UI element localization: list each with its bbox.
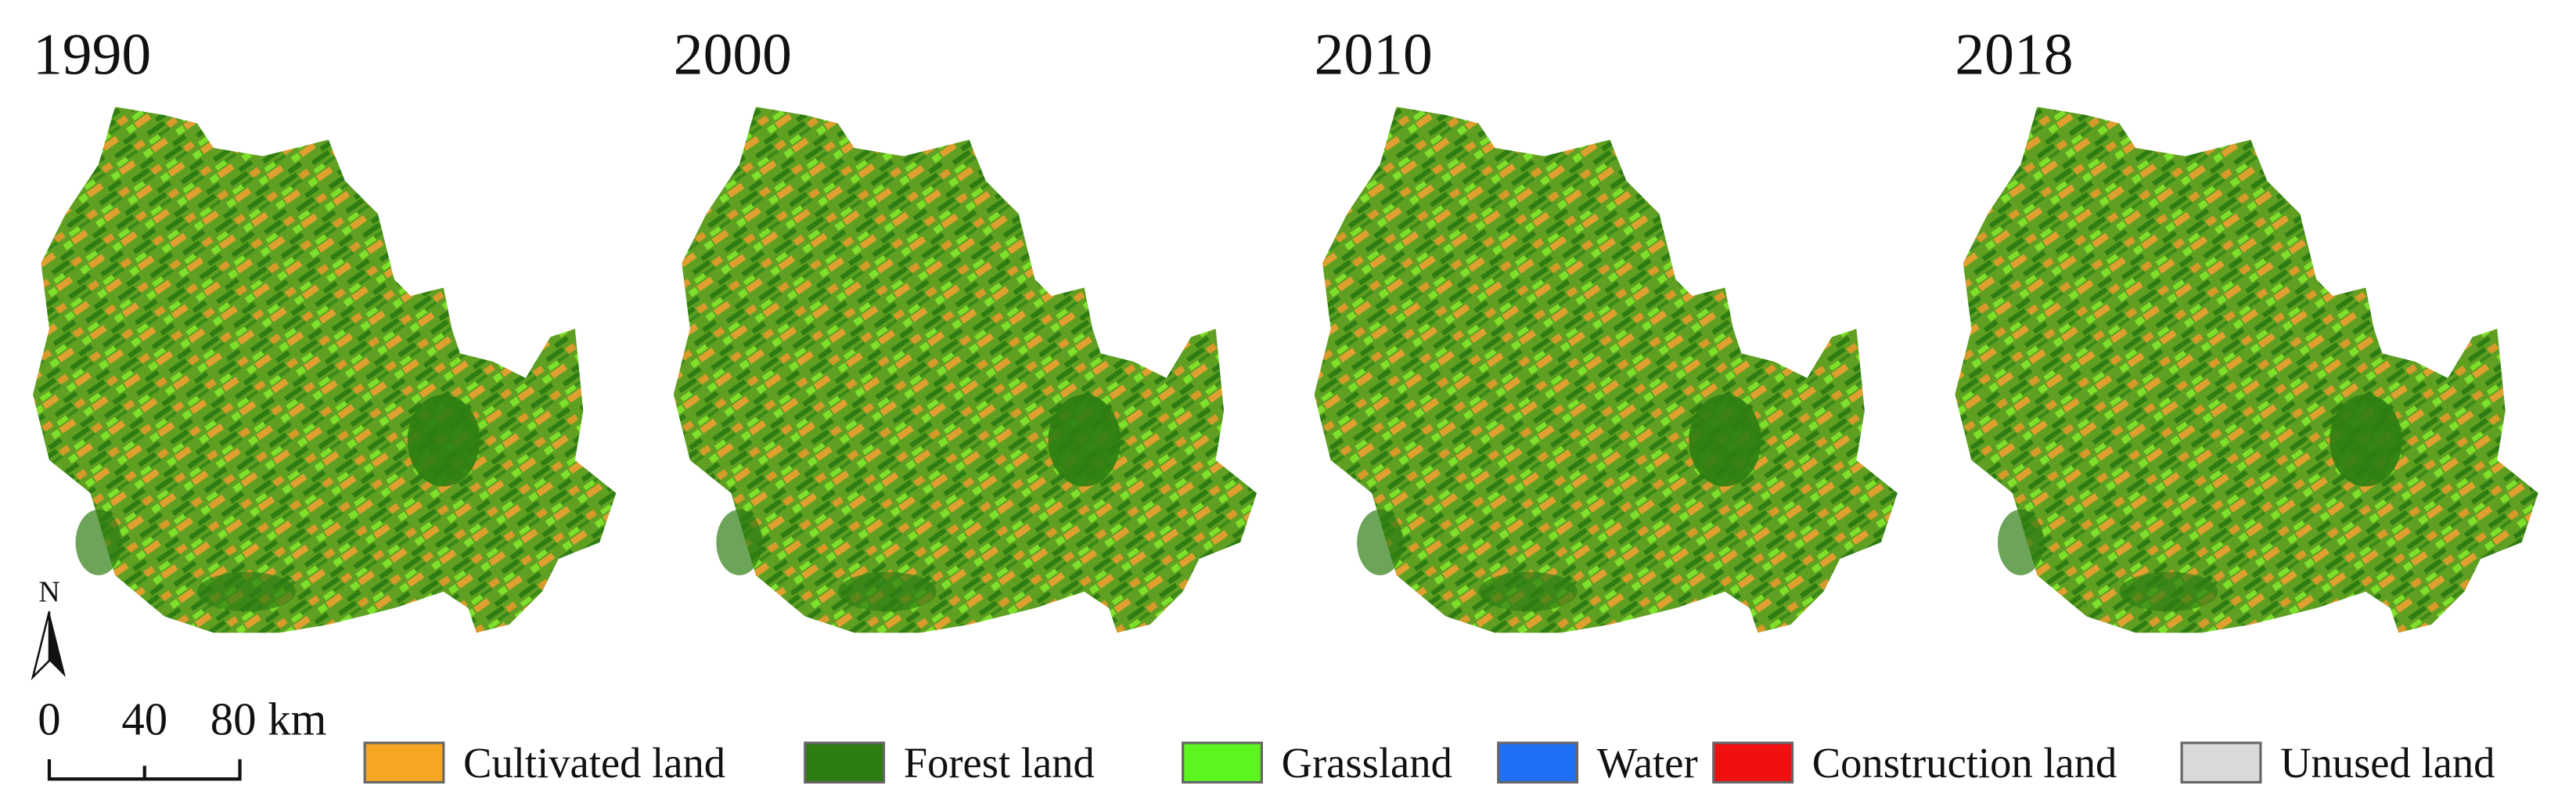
- forest-patch: [1997, 509, 2044, 575]
- forest-patch: [75, 509, 122, 575]
- north-arrow: N: [31, 575, 66, 681]
- forest-patch: [196, 571, 296, 612]
- arrow-half: [31, 611, 51, 681]
- scale-label: 40: [121, 694, 167, 745]
- map-panel: 2000: [673, 23, 1257, 633]
- legend-label: Forest land: [904, 739, 1095, 787]
- map-panel: 2010: [1314, 23, 1898, 633]
- forest-patch: [716, 509, 763, 575]
- study-area: [1955, 106, 2538, 633]
- scale-bar: 0 40 80 km: [38, 694, 327, 781]
- legend-swatch: [363, 741, 445, 784]
- legend-swatch: [1182, 741, 1263, 784]
- year-label: 2000: [674, 23, 792, 88]
- legend-label: Grassland: [1282, 739, 1452, 787]
- legend-label: Unused land: [2280, 739, 2495, 787]
- forest-patch: [1689, 394, 1761, 487]
- arrow-half: [49, 611, 66, 678]
- study-area: [673, 106, 1257, 633]
- forest-patch: [2330, 394, 2402, 487]
- forest-patch: [1357, 509, 1403, 575]
- scale-label: 80 km: [210, 694, 327, 745]
- map-panels: 1990 2000 2010 2018: [32, 23, 2538, 633]
- legend-label: Water: [1597, 739, 1698, 787]
- year-label: 2010: [1315, 23, 1433, 88]
- map-panel: 2018: [1955, 23, 2538, 633]
- legend-swatch: [2180, 741, 2262, 784]
- map-panel: 1990: [32, 23, 617, 633]
- legend-swatch: [804, 741, 886, 784]
- legend: Cultivated land Forest land Grassland Water…: [363, 739, 2495, 787]
- study-area: [32, 106, 617, 633]
- legend-swatch: [1712, 741, 1794, 784]
- north-label: N: [38, 575, 59, 608]
- year-label: 2018: [1955, 23, 2073, 88]
- legend-label: Cultivated land: [463, 739, 725, 787]
- forest-patch: [2119, 571, 2218, 612]
- year-label: 1990: [33, 23, 151, 88]
- scale-label: 0: [38, 694, 60, 745]
- forest-patch: [837, 571, 937, 612]
- forest-patch: [1478, 571, 1578, 612]
- forest-patch: [1048, 394, 1121, 487]
- legend-label: Construction land: [1812, 739, 2117, 787]
- study-area: [1314, 106, 1898, 633]
- legend-swatch: [1497, 741, 1579, 784]
- forest-patch: [407, 394, 480, 487]
- scale-line: [47, 759, 242, 781]
